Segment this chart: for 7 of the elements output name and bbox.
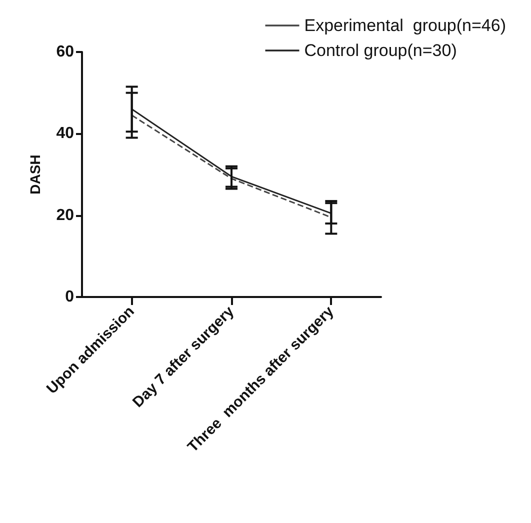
legend-label: Control group(n=30) xyxy=(304,41,457,60)
y-tick-label: 40 xyxy=(56,125,74,142)
y-tick-label: 20 xyxy=(56,206,74,224)
y-tick-label: 60 xyxy=(56,44,74,60)
y-tick-label: 0 xyxy=(65,288,74,306)
legend-label: Experimental group(n=46) xyxy=(304,16,506,35)
y-axis-title: DASH xyxy=(27,154,43,194)
